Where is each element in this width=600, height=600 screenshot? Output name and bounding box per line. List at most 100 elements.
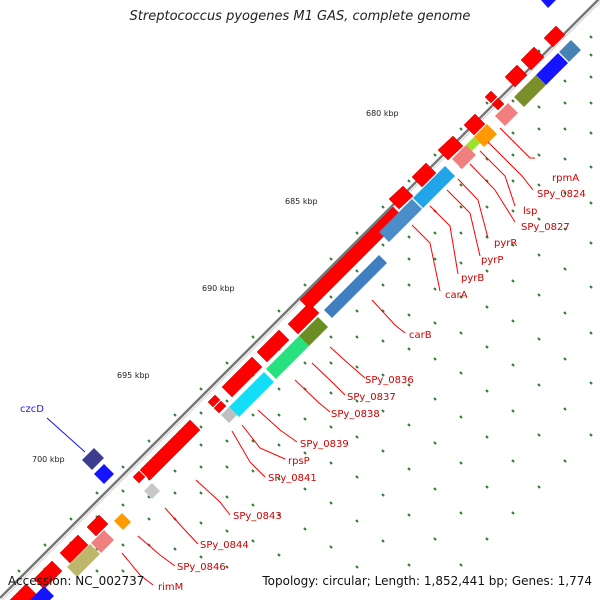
accession-text: Accession: NC_002737 bbox=[8, 574, 145, 588]
tick-mark bbox=[563, 157, 567, 161]
gene-arrow[interactable] bbox=[504, 64, 528, 88]
czcD-gene-2[interactable] bbox=[94, 464, 114, 484]
tick-mark bbox=[329, 257, 333, 261]
gene-arrow[interactable] bbox=[463, 113, 486, 136]
gene-label-czcD[interactable]: czcD bbox=[20, 404, 44, 415]
tick-mark bbox=[355, 475, 359, 479]
tick-mark bbox=[459, 461, 463, 465]
gene-label-rpmA[interactable]: rpmA bbox=[552, 173, 579, 184]
gene-block-olive[interactable] bbox=[299, 317, 328, 346]
gene-arrow[interactable] bbox=[520, 46, 545, 71]
gene-block-gray[interactable] bbox=[144, 483, 160, 499]
tick-mark bbox=[121, 489, 125, 493]
gene-block-steelblue[interactable] bbox=[379, 199, 422, 242]
tick-mark bbox=[511, 409, 515, 413]
tick-mark bbox=[277, 513, 281, 517]
tick-mark bbox=[459, 371, 463, 375]
tick-mark bbox=[277, 553, 281, 557]
tick-mark bbox=[433, 397, 437, 401]
tick-mark bbox=[407, 257, 411, 261]
gene-label-carB[interactable]: carB bbox=[409, 330, 432, 341]
tick-mark bbox=[563, 267, 567, 271]
gene-arrow[interactable] bbox=[33, 560, 63, 590]
tick-mark bbox=[329, 361, 333, 365]
gene-block-orange[interactable] bbox=[114, 513, 131, 530]
gene-label-SPy_0827[interactable]: SPy_0827 bbox=[521, 222, 570, 233]
gene-label-SPy_0843[interactable]: SPy_0843 bbox=[233, 511, 282, 522]
gene-label-pyrP[interactable]: pyrP bbox=[481, 255, 503, 266]
gene-block-blue[interactable] bbox=[541, 0, 556, 8]
kbp-label-695: 695 kbp bbox=[117, 371, 150, 380]
gene-label-pyrB[interactable]: pyrB bbox=[461, 273, 484, 284]
gene-arrow[interactable] bbox=[132, 470, 146, 484]
tick-mark bbox=[433, 321, 437, 325]
gene-label-rimM[interactable]: rimM bbox=[158, 582, 183, 593]
gene-block-gray[interactable] bbox=[221, 407, 237, 423]
gene-arrow[interactable] bbox=[484, 90, 498, 104]
tick-mark bbox=[329, 461, 333, 465]
gene-label-rpsP[interactable]: rpsP bbox=[288, 456, 310, 467]
gene-arrow[interactable] bbox=[256, 329, 290, 363]
tick-mark bbox=[511, 459, 515, 463]
gene-label-SPy_0841[interactable]: SPy_0841 bbox=[268, 473, 317, 484]
gene-block-blue[interactable] bbox=[536, 53, 568, 85]
kbp-label-680: 680 kbp bbox=[366, 109, 399, 118]
gene-label-SPy_0824[interactable]: SPy_0824 bbox=[537, 189, 586, 200]
gene-label-SPy_0836[interactable]: SPy_0836 bbox=[365, 375, 414, 386]
gene-block-olive[interactable] bbox=[514, 75, 546, 107]
gene-arrow[interactable] bbox=[59, 534, 89, 564]
tick-mark bbox=[173, 469, 177, 473]
gene-block-pink[interactable] bbox=[91, 530, 114, 553]
gene-label-SPy_0846[interactable]: SPy_0846 bbox=[177, 562, 226, 573]
gene-label-SPy_0837[interactable]: SPy_0837 bbox=[347, 392, 396, 403]
gene-arrow[interactable] bbox=[287, 302, 320, 335]
gene-block-pink[interactable] bbox=[452, 145, 476, 169]
gene-arrow[interactable] bbox=[221, 356, 263, 398]
gene-arrow[interactable] bbox=[139, 419, 201, 481]
gene-block-orange[interactable] bbox=[474, 124, 497, 147]
tick-mark bbox=[433, 153, 437, 157]
tick-mark bbox=[355, 269, 359, 273]
gene-arrow[interactable] bbox=[388, 185, 414, 210]
gene-arrow[interactable] bbox=[207, 394, 221, 408]
gene-arrow[interactable] bbox=[213, 400, 227, 414]
tick-mark bbox=[199, 425, 203, 429]
gene-arrow[interactable] bbox=[437, 135, 464, 161]
gene-block-blue[interactable] bbox=[30, 586, 54, 600]
gene-block-olive[interactable] bbox=[67, 544, 100, 577]
gene-label-carA[interactable]: carA bbox=[445, 290, 468, 301]
tick-mark bbox=[459, 205, 463, 209]
tick-mark bbox=[407, 467, 411, 471]
gene-block-cyan[interactable] bbox=[229, 372, 274, 417]
gene-label-SPy_0838[interactable]: SPy_0838 bbox=[331, 409, 380, 420]
tick-mark bbox=[511, 243, 515, 247]
gene-label-lsp[interactable]: lsp bbox=[523, 206, 537, 217]
gene-block-steelblue[interactable] bbox=[324, 255, 387, 318]
gene-block-lime[interactable] bbox=[466, 137, 480, 151]
tick-mark bbox=[355, 435, 359, 439]
gene-label-pyrR[interactable]: pyrR bbox=[494, 238, 517, 249]
gene-block-teal[interactable] bbox=[266, 336, 309, 379]
gene-label-SPy_0839[interactable]: SPy_0839 bbox=[300, 439, 349, 450]
tick-mark bbox=[433, 287, 437, 291]
gene-block-steelblue[interactable] bbox=[559, 40, 581, 62]
gene-arrow[interactable] bbox=[491, 97, 505, 111]
tick-mark bbox=[225, 361, 229, 365]
gene-arrow[interactable] bbox=[411, 162, 437, 188]
tick-mark bbox=[537, 217, 541, 221]
gene-block-skyblue[interactable] bbox=[413, 166, 455, 208]
tick-mark bbox=[407, 179, 411, 183]
tick-mark bbox=[95, 569, 99, 573]
gene-block-pink[interactable] bbox=[495, 103, 518, 126]
czcD-gene[interactable] bbox=[82, 448, 104, 470]
tick-mark bbox=[433, 487, 437, 491]
gene-arrow[interactable] bbox=[543, 25, 566, 48]
gene-label-SPy_0844[interactable]: SPy_0844 bbox=[200, 540, 249, 551]
tick-mark bbox=[511, 153, 515, 157]
tick-mark bbox=[277, 477, 281, 481]
tick-mark bbox=[589, 241, 593, 245]
gene-arrow[interactable] bbox=[86, 514, 109, 537]
tick-mark bbox=[407, 347, 411, 351]
tick-mark bbox=[589, 75, 593, 79]
